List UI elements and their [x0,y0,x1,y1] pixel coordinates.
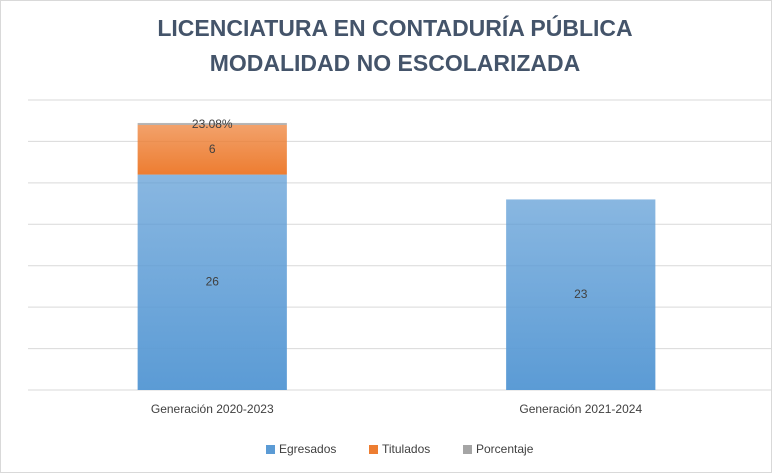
legend-swatch [266,445,275,454]
data-label: 23 [574,287,588,301]
x-tick-label: Generación 2020-2023 [151,402,274,416]
legend-swatch [369,445,378,454]
bar-segment [506,199,656,390]
chart-title: LICENCIATURA EN CONTADURÍA PÚBLICA [157,14,632,41]
data-label: 26 [206,274,220,288]
bar-segment [137,122,287,125]
legend-label: Porcentaje [476,442,534,456]
data-label: 6 [209,142,216,156]
legend-label: Titulados [382,442,430,456]
chart-title: MODALIDAD NO ESCOLARIZADA [210,50,581,76]
bar-segment [137,124,287,175]
x-tick-label: Generación 2021-2024 [519,402,642,416]
data-label: 23.08% [192,117,233,131]
legend-swatch [463,445,472,454]
bar-segment [137,174,287,390]
legend-label: Egresados [279,442,336,456]
